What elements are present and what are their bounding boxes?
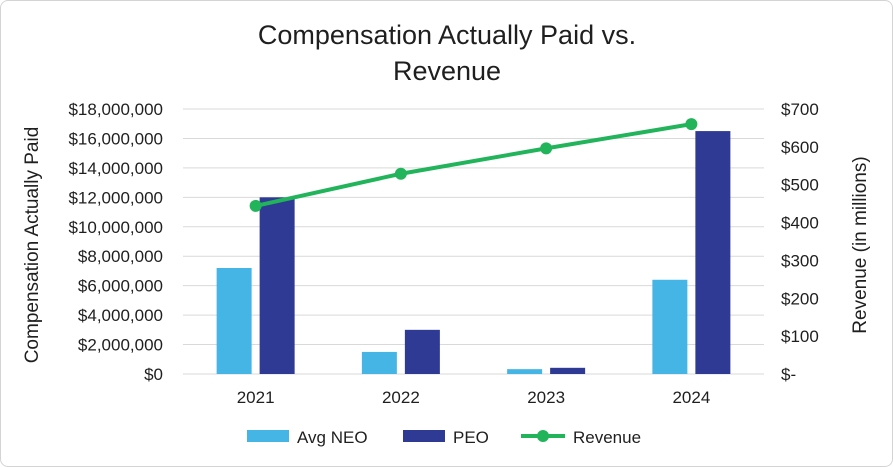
y-tick-left: $16,000,000 — [68, 129, 163, 148]
chart-title-line-2: Revenue — [393, 56, 501, 86]
y-axis-right-title: Revenue (in millions) — [850, 156, 871, 333]
y-tick-left: $12,000,000 — [68, 188, 163, 207]
y-tick-left: $10,000,000 — [68, 218, 163, 237]
legend-label: Revenue — [573, 428, 641, 447]
y-tick-left: $6,000,000 — [78, 277, 163, 296]
left-axis-ticks: $18,000,000 $16,000,000 $14,000,000 $12,000… — [68, 100, 163, 384]
revenue-point — [540, 142, 553, 155]
y-tick-right: $200 — [781, 289, 819, 308]
x-axis-ticks: 2021 2022 2023 2024 — [237, 388, 711, 407]
revenue-line-series — [249, 118, 698, 212]
y-tick-right: $600 — [781, 138, 819, 157]
y-tick-left: $0 — [144, 365, 163, 384]
bar-avg-neo — [361, 351, 397, 374]
revenue-point — [249, 199, 262, 212]
bar-peo — [259, 197, 295, 374]
legend-marker — [537, 430, 549, 442]
y-tick-right: $100 — [781, 327, 819, 346]
bar-peo — [695, 131, 731, 374]
legend-label: PEO — [453, 428, 489, 447]
y-tick-left: $4,000,000 — [78, 306, 163, 325]
y-tick-left: $18,000,000 — [68, 100, 163, 119]
legend-swatch — [403, 430, 445, 442]
revenue-point — [394, 167, 407, 180]
chart-title-line-1: Compensation Actually Paid vs. — [258, 20, 636, 50]
revenue-point — [685, 118, 698, 131]
x-tick-label: 2021 — [237, 388, 275, 407]
y-tick-left: $8,000,000 — [78, 247, 163, 266]
y-tick-right: $- — [781, 365, 796, 384]
bar-avg-neo — [216, 268, 252, 374]
x-tick-label: 2024 — [672, 388, 710, 407]
bar-peo — [550, 367, 586, 374]
y-tick-left: $2,000,000 — [78, 336, 163, 355]
bar-avg-neo — [507, 369, 543, 374]
y-axis-left-title: Compensation Actually Paid — [22, 127, 43, 364]
y-tick-left: $14,000,000 — [68, 159, 163, 178]
revenue-line — [253, 122, 694, 208]
bar-peo — [404, 329, 440, 374]
legend-label: Avg NEO — [297, 428, 368, 447]
y-tick-right: $700 — [781, 100, 819, 119]
x-tick-label: 2022 — [382, 388, 420, 407]
bars — [216, 131, 731, 374]
right-axis-ticks: $700 $600 $500 $400 $300 $200 $100 $- — [781, 100, 819, 384]
y-tick-right: $500 — [781, 176, 819, 195]
x-tick-label: 2023 — [527, 388, 565, 407]
y-tick-right: $300 — [781, 251, 819, 270]
bar-avg-neo — [652, 279, 688, 374]
y-tick-right: $400 — [781, 214, 819, 233]
legend-swatch — [247, 430, 289, 442]
legend: Avg NEO PEO Revenue — [247, 428, 641, 447]
